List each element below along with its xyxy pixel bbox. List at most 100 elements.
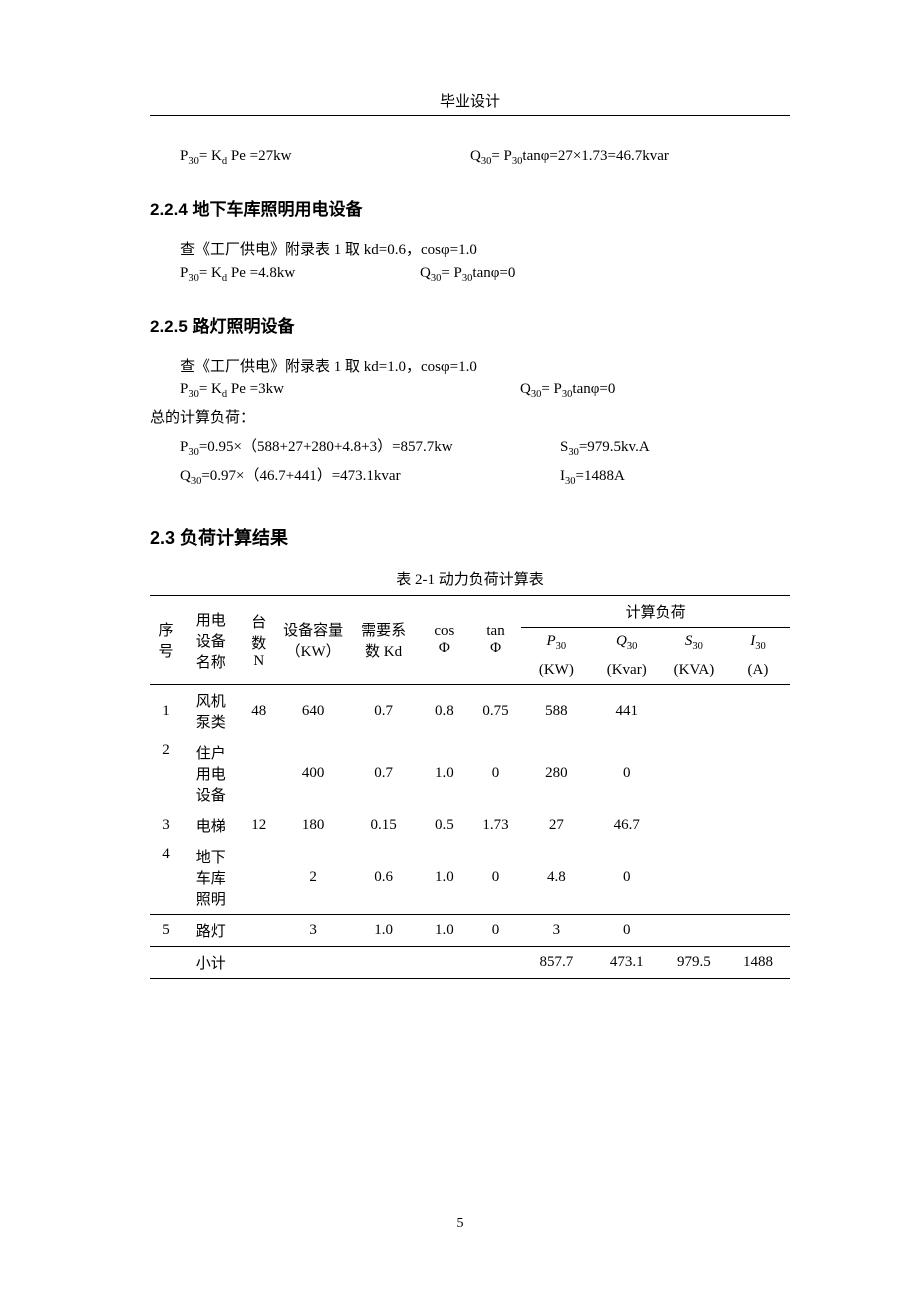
cell-empty [240,947,278,979]
cell-n: 48 [240,685,278,738]
calc-line-2: Q30=0.97×（46.7+441）=473.1kvar I30=1488A [180,462,790,492]
table-row: 3 电梯 12 180 0.15 0.5 1.73 27 46.7 [150,810,790,841]
th-i30: I30 [726,628,790,658]
cell-q30: 0 [592,841,662,915]
cell-empty [419,947,470,979]
cell-seq: 3 [150,810,182,841]
header-rule [150,115,790,116]
th-capacity: 设备容量（KW） [278,596,348,685]
cell-kd: 1.0 [348,915,418,947]
th-n: 台数N [240,596,278,685]
cell-tan: 0.75 [470,685,521,738]
formula-225-right: Q30= P30tanφ=0 [520,381,615,400]
cell-subtotal-label: 小计 [182,947,240,979]
lookup-224: 查《工厂供电》附录表 1 取 kd=0.6，cosφ=1.0 [180,236,790,265]
th-seq: 序号 [150,596,182,685]
header-row-1: 序号 用电设备名称 台数N 设备容量（KW） 需要系数 Kd cosΦ tanΦ… [150,596,790,628]
cell-i30 [726,915,790,947]
th-s30: S30 [662,628,726,658]
cell-cap: 180 [278,810,348,841]
cell-empty [470,947,521,979]
calc2-left: Q30=0.97×（46.7+441）=473.1kvar [180,462,560,492]
cell-name: 地下车库照明 [182,841,240,915]
th-p30-unit: (KW) [521,657,591,685]
th-tan: tanΦ [470,596,521,685]
page-number: 5 [0,1216,920,1232]
calc1-left: P30=0.95×（588+27+280+4.8+3）=857.7kw [180,433,560,463]
cell-s30 [662,915,726,947]
cell-cos: 0.8 [419,685,470,738]
cell-kd: 0.7 [348,685,418,738]
lookup-225: 查《工厂供电》附录表 1 取 kd=1.0，cosφ=1.0 [180,353,790,382]
cell-cap: 2 [278,841,348,915]
cell-subtotal-i30: 1488 [726,947,790,979]
cell-seq: 5 [150,915,182,947]
cell-subtotal-q30: 473.1 [592,947,662,979]
page-content: 毕业设计 P30= Kd Pe =27kw Q30= P30tanφ=27×1.… [0,0,920,979]
table-head: 序号 用电设备名称 台数N 设备容量（KW） 需要系数 Kd cosΦ tanΦ… [150,596,790,685]
heading-23: 2.3 负荷计算结果 [150,524,790,550]
cell-n [240,841,278,915]
cell-seq-empty [150,947,182,979]
cell-q30: 0 [592,915,662,947]
calc1-right: S30=979.5kv.A [560,433,650,463]
load-table: 序号 用电设备名称 台数N 设备容量（KW） 需要系数 Kd cosΦ tanΦ… [150,595,790,979]
cell-tan: 0 [470,841,521,915]
formula-224-left: P30= Kd Pe =4.8kw [180,265,420,284]
cell-p30: 4.8 [521,841,591,915]
cell-kd: 0.15 [348,810,418,841]
cell-i30 [726,685,790,738]
formula-224-right: Q30= P30tanφ=0 [420,265,515,284]
total-label: 总的计算负荷： [150,404,790,433]
cell-subtotal-p30: 857.7 [521,947,591,979]
formula-224-row: P30= Kd Pe =4.8kw Q30= P30tanφ=0 [180,265,790,284]
cell-q30: 441 [592,685,662,738]
cell-cos: 1.0 [419,915,470,947]
cell-tan: 0 [470,737,521,810]
cell-i30 [726,841,790,915]
th-q30: Q30 [592,628,662,658]
intro-formula-row: P30= Kd Pe =27kw Q30= P30tanφ=27×1.73=46… [180,148,790,167]
cell-cos: 0.5 [419,810,470,841]
cell-name: 电梯 [182,810,240,841]
subtotal-row: 小计 857.7 473.1 979.5 1488 [150,947,790,979]
cell-tan: 1.73 [470,810,521,841]
cell-n [240,915,278,947]
th-p30: P30 [521,628,591,658]
table-row: 5 路灯 3 1.0 1.0 0 3 0 [150,915,790,947]
cell-p30: 27 [521,810,591,841]
cell-cap: 400 [278,737,348,810]
cell-q30: 0 [592,737,662,810]
table-caption: 表 2-1 动力负荷计算表 [150,568,790,589]
th-s30-unit: (KVA) [662,657,726,685]
th-calc-load: 计算负荷 [521,596,790,628]
intro-formula-left: P30= Kd Pe =27kw [180,148,470,167]
cell-s30 [662,841,726,915]
cell-tan: 0 [470,915,521,947]
calc-line-1: P30=0.95×（588+27+280+4.8+3）=857.7kw S30=… [180,433,790,463]
formula-225-left: P30= Kd Pe =3kw [180,381,520,400]
cell-name: 路灯 [182,915,240,947]
table-row: 1 风机泵类 48 640 0.7 0.8 0.75 588 441 [150,685,790,738]
cell-kd: 0.6 [348,841,418,915]
th-i30-unit: (A) [726,657,790,685]
cell-empty [278,947,348,979]
header-title: 毕业设计 [150,90,790,111]
cell-cap: 640 [278,685,348,738]
cell-p30: 3 [521,915,591,947]
th-kd: 需要系数 Kd [348,596,418,685]
cell-n: 12 [240,810,278,841]
cell-name: 风机泵类 [182,685,240,738]
cell-empty [348,947,418,979]
cell-kd: 0.7 [348,737,418,810]
cell-q30: 46.7 [592,810,662,841]
cell-seq: 1 [150,685,182,738]
th-q30-unit: (Kvar) [592,657,662,685]
cell-s30 [662,685,726,738]
heading-225: 2.2.5 路灯照明设备 [150,312,790,337]
cell-cos: 1.0 [419,737,470,810]
cell-s30 [662,737,726,810]
cell-cos: 1.0 [419,841,470,915]
cell-name: 住户用电设备 [182,737,240,810]
cell-i30 [726,737,790,810]
